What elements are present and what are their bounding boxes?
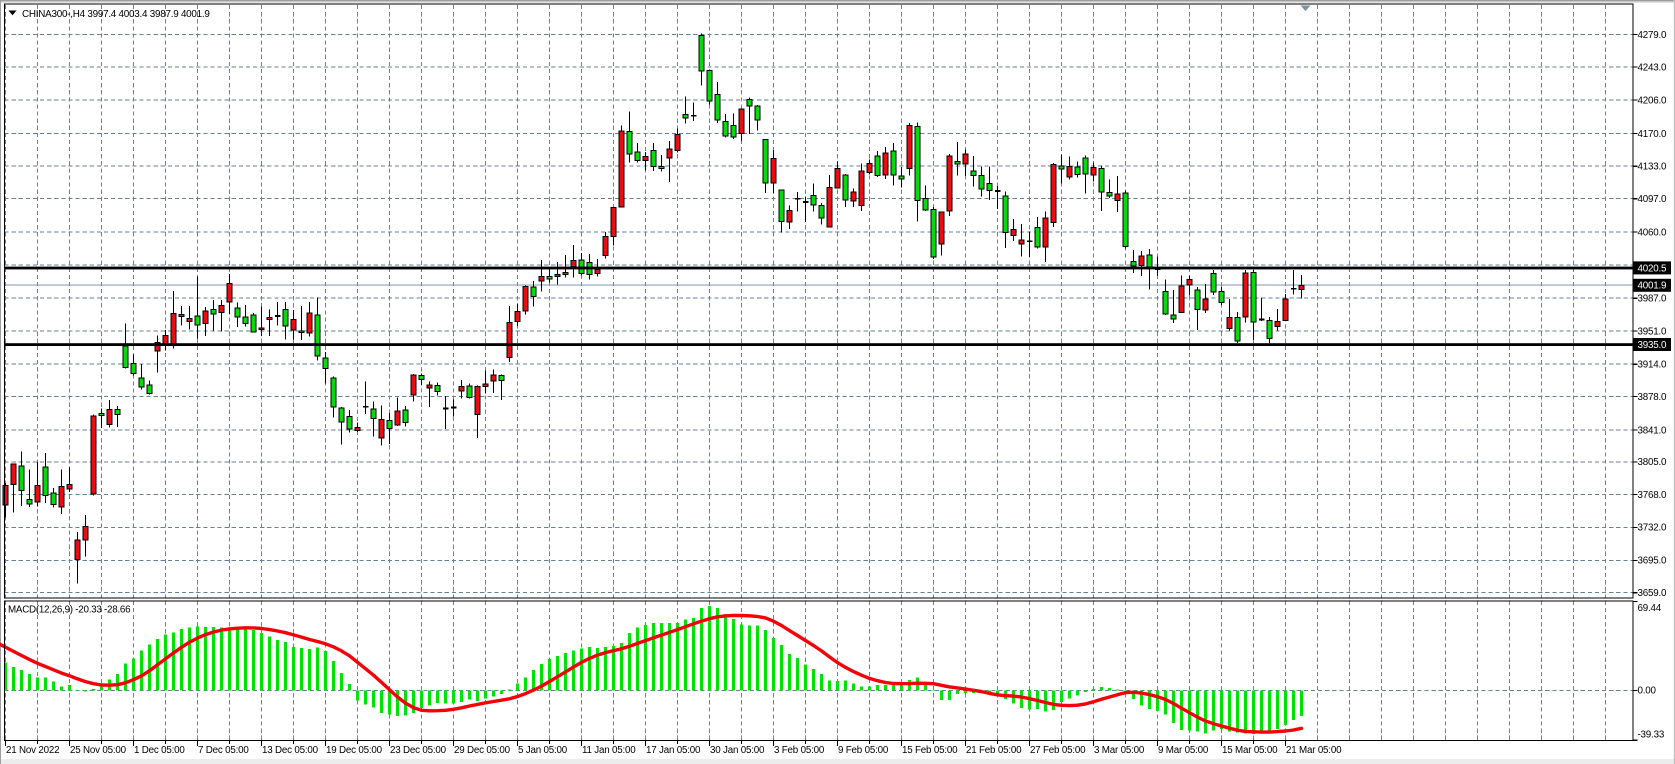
svg-text:0.00: 0.00 bbox=[1638, 686, 1657, 697]
svg-text:11 Jan 05:00: 11 Jan 05:00 bbox=[582, 745, 636, 756]
svg-text:69.44: 69.44 bbox=[1638, 603, 1662, 614]
svg-text:7 Dec 05:00: 7 Dec 05:00 bbox=[198, 745, 249, 756]
svg-text:3 Mar 05:00: 3 Mar 05:00 bbox=[1094, 745, 1145, 756]
svg-text:23 Dec 05:00: 23 Dec 05:00 bbox=[390, 745, 447, 756]
svg-text:17 Jan 05:00: 17 Jan 05:00 bbox=[646, 745, 701, 756]
svg-text:30 Jan 05:00: 30 Jan 05:00 bbox=[710, 745, 765, 756]
svg-text:3914.0: 3914.0 bbox=[1638, 360, 1668, 371]
svg-text:4206.0: 4206.0 bbox=[1638, 95, 1668, 106]
svg-text:15 Mar 05:00: 15 Mar 05:00 bbox=[1222, 745, 1278, 756]
svg-text:21 Nov 2022: 21 Nov 2022 bbox=[6, 745, 59, 756]
svg-text:3878.0: 3878.0 bbox=[1638, 392, 1668, 403]
svg-text:15 Feb 05:00: 15 Feb 05:00 bbox=[902, 745, 958, 756]
svg-text:25 Nov 05:00: 25 Nov 05:00 bbox=[70, 745, 127, 756]
svg-text:21 Mar 05:00: 21 Mar 05:00 bbox=[1286, 745, 1342, 756]
svg-text:3987.0: 3987.0 bbox=[1638, 294, 1668, 305]
svg-text:3935.0: 3935.0 bbox=[1638, 340, 1668, 351]
svg-text:CHINA300-,H4 3997.4 4003.4 39: CHINA300-,H4 3997.4 4003.4 3987.9 4001.9 bbox=[22, 9, 210, 20]
svg-text:4097.0: 4097.0 bbox=[1638, 194, 1668, 205]
svg-text:3695.0: 3695.0 bbox=[1638, 556, 1668, 567]
svg-text:4279.0: 4279.0 bbox=[1638, 30, 1668, 41]
svg-text:3805.0: 3805.0 bbox=[1638, 457, 1668, 468]
svg-text:5 Jan 05:00: 5 Jan 05:00 bbox=[518, 745, 568, 756]
svg-text:19 Dec 05:00: 19 Dec 05:00 bbox=[326, 745, 383, 756]
svg-text:1 Dec 05:00: 1 Dec 05:00 bbox=[134, 745, 185, 756]
svg-text:3659.0: 3659.0 bbox=[1638, 588, 1668, 599]
svg-text:3951.0: 3951.0 bbox=[1638, 326, 1668, 337]
svg-text:4170.0: 4170.0 bbox=[1638, 129, 1668, 140]
svg-text:MACD(12,26,9) -20.33 -28.66: MACD(12,26,9) -20.33 -28.66 bbox=[8, 605, 131, 616]
svg-text:3768.0: 3768.0 bbox=[1638, 490, 1668, 501]
svg-text:9 Feb 05:00: 9 Feb 05:00 bbox=[838, 745, 889, 756]
svg-text:13 Dec 05:00: 13 Dec 05:00 bbox=[262, 745, 319, 756]
svg-text:21 Feb 05:00: 21 Feb 05:00 bbox=[966, 745, 1022, 756]
svg-text:4020.5: 4020.5 bbox=[1638, 263, 1668, 274]
svg-text:4243.0: 4243.0 bbox=[1638, 62, 1668, 73]
svg-text:29 Dec 05:00: 29 Dec 05:00 bbox=[454, 745, 511, 756]
svg-text:4133.0: 4133.0 bbox=[1638, 162, 1668, 173]
svg-text:3841.0: 3841.0 bbox=[1638, 425, 1668, 436]
svg-text:9 Mar 05:00: 9 Mar 05:00 bbox=[1158, 745, 1209, 756]
svg-text:3 Feb 05:00: 3 Feb 05:00 bbox=[774, 745, 825, 756]
svg-text:4060.0: 4060.0 bbox=[1638, 227, 1668, 238]
svg-text:-39.33: -39.33 bbox=[1638, 730, 1665, 741]
svg-text:3732.0: 3732.0 bbox=[1638, 523, 1668, 534]
svg-text:4001.9: 4001.9 bbox=[1638, 281, 1667, 292]
svg-text:27 Feb 05:00: 27 Feb 05:00 bbox=[1030, 745, 1086, 756]
